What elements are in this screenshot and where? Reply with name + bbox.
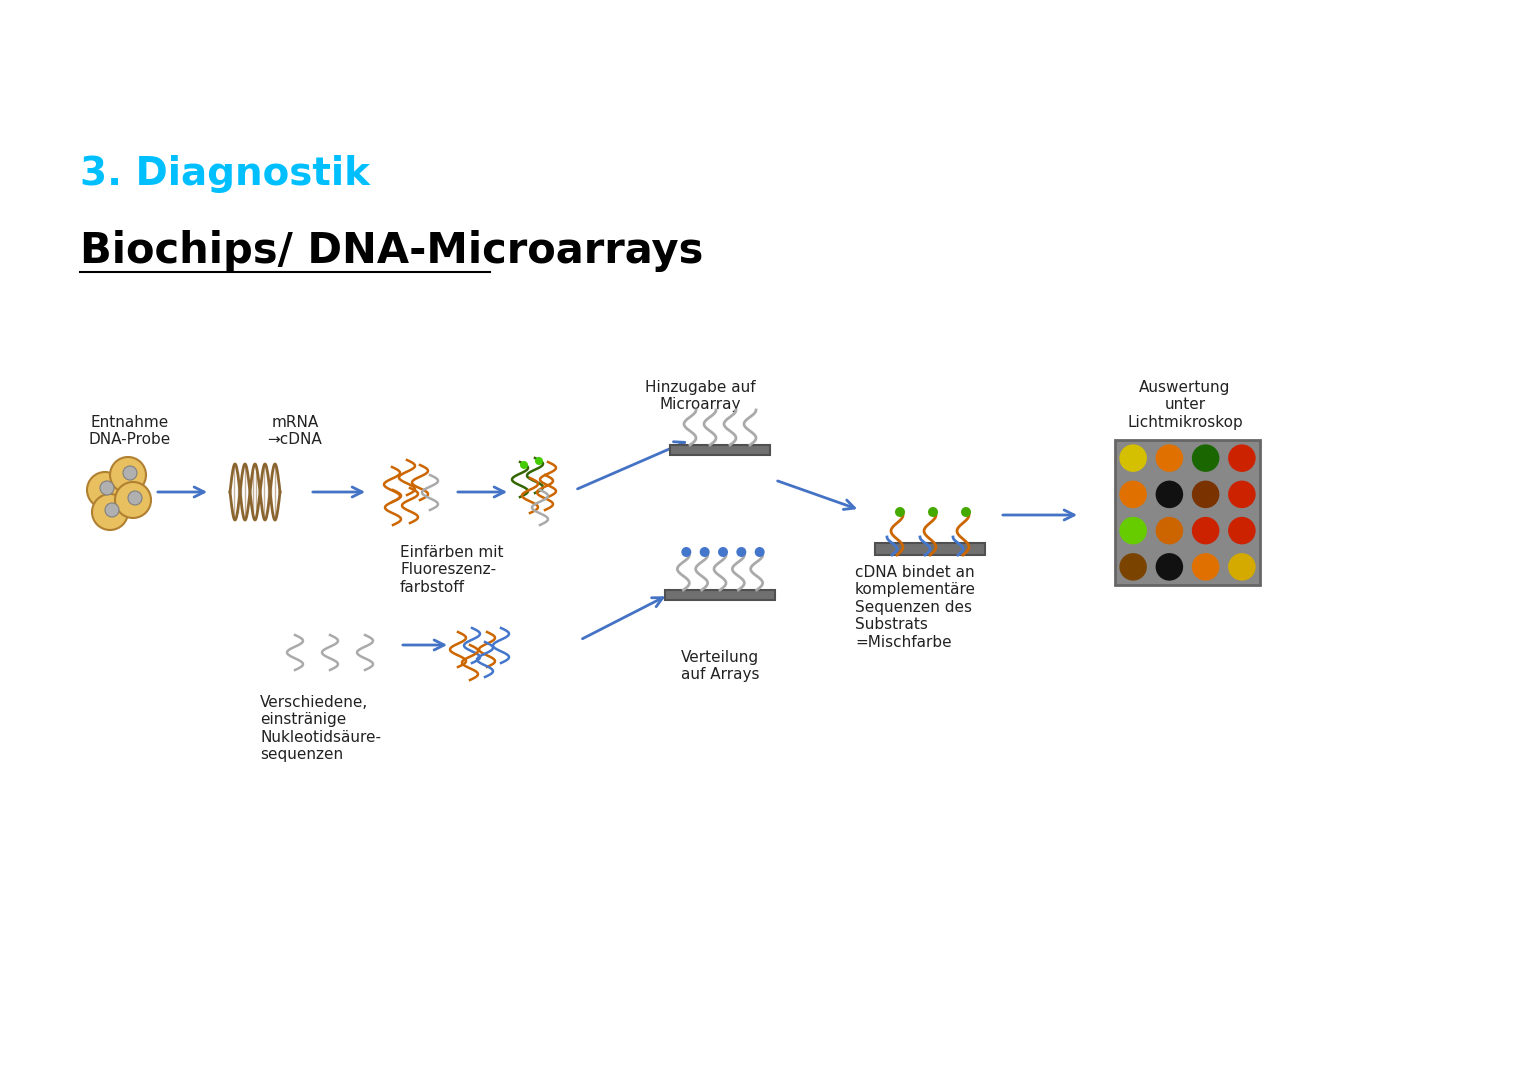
FancyBboxPatch shape <box>670 445 770 455</box>
Circle shape <box>1228 517 1255 544</box>
FancyBboxPatch shape <box>875 543 985 555</box>
Circle shape <box>1119 444 1147 472</box>
Text: Entnahme
DNA-Probe: Entnahme DNA-Probe <box>89 415 171 447</box>
Text: mRNA
→cDNA: mRNA →cDNA <box>267 415 322 447</box>
Circle shape <box>1156 444 1183 472</box>
Text: Verteilung
auf Arrays: Verteilung auf Arrays <box>681 650 759 683</box>
Circle shape <box>1193 481 1220 509</box>
Circle shape <box>105 503 119 517</box>
Circle shape <box>1156 481 1183 509</box>
Circle shape <box>1193 517 1220 544</box>
Text: 3. Diagnostik: 3. Diagnostik <box>79 156 370 193</box>
Circle shape <box>681 546 692 557</box>
Circle shape <box>928 507 938 517</box>
Circle shape <box>534 457 544 465</box>
Circle shape <box>1228 481 1255 509</box>
FancyBboxPatch shape <box>664 590 776 600</box>
Circle shape <box>1228 444 1255 472</box>
Circle shape <box>87 472 124 508</box>
Circle shape <box>1193 553 1220 581</box>
Circle shape <box>521 461 528 469</box>
FancyBboxPatch shape <box>1115 440 1260 585</box>
Circle shape <box>99 481 115 495</box>
Circle shape <box>960 507 971 517</box>
Text: Biochips/ DNA-Microarrays: Biochips/ DNA-Microarrays <box>79 230 704 272</box>
Circle shape <box>699 546 710 557</box>
Circle shape <box>895 507 906 517</box>
Circle shape <box>1156 517 1183 544</box>
Circle shape <box>124 465 137 480</box>
Circle shape <box>1156 553 1183 581</box>
Text: Einfärben mit
Fluoreszenz-
farbstoff: Einfärben mit Fluoreszenz- farbstoff <box>400 545 504 595</box>
Circle shape <box>736 546 747 557</box>
Circle shape <box>92 494 128 530</box>
Text: Hinzugabe auf
Microarray: Hinzugabe auf Microarray <box>644 380 756 413</box>
Text: Auswertung
unter
Lichtmikroskop: Auswertung unter Lichtmikroskop <box>1127 380 1243 430</box>
Circle shape <box>1193 444 1220 472</box>
Circle shape <box>754 546 765 557</box>
Circle shape <box>1119 481 1147 509</box>
Circle shape <box>1228 553 1255 581</box>
Circle shape <box>1119 553 1147 581</box>
Text: Verschiedene,
einstränige
Nukleotidsäure-
sequenzen: Verschiedene, einstränige Nukleotidsäure… <box>260 696 382 762</box>
Circle shape <box>115 482 151 518</box>
Circle shape <box>128 491 142 505</box>
Text: cDNA bindet an
komplementäre
Sequenzen des
Substrats
=Mischfarbe: cDNA bindet an komplementäre Sequenzen d… <box>855 565 976 649</box>
Circle shape <box>718 546 728 557</box>
Circle shape <box>1119 517 1147 544</box>
Circle shape <box>110 457 147 492</box>
